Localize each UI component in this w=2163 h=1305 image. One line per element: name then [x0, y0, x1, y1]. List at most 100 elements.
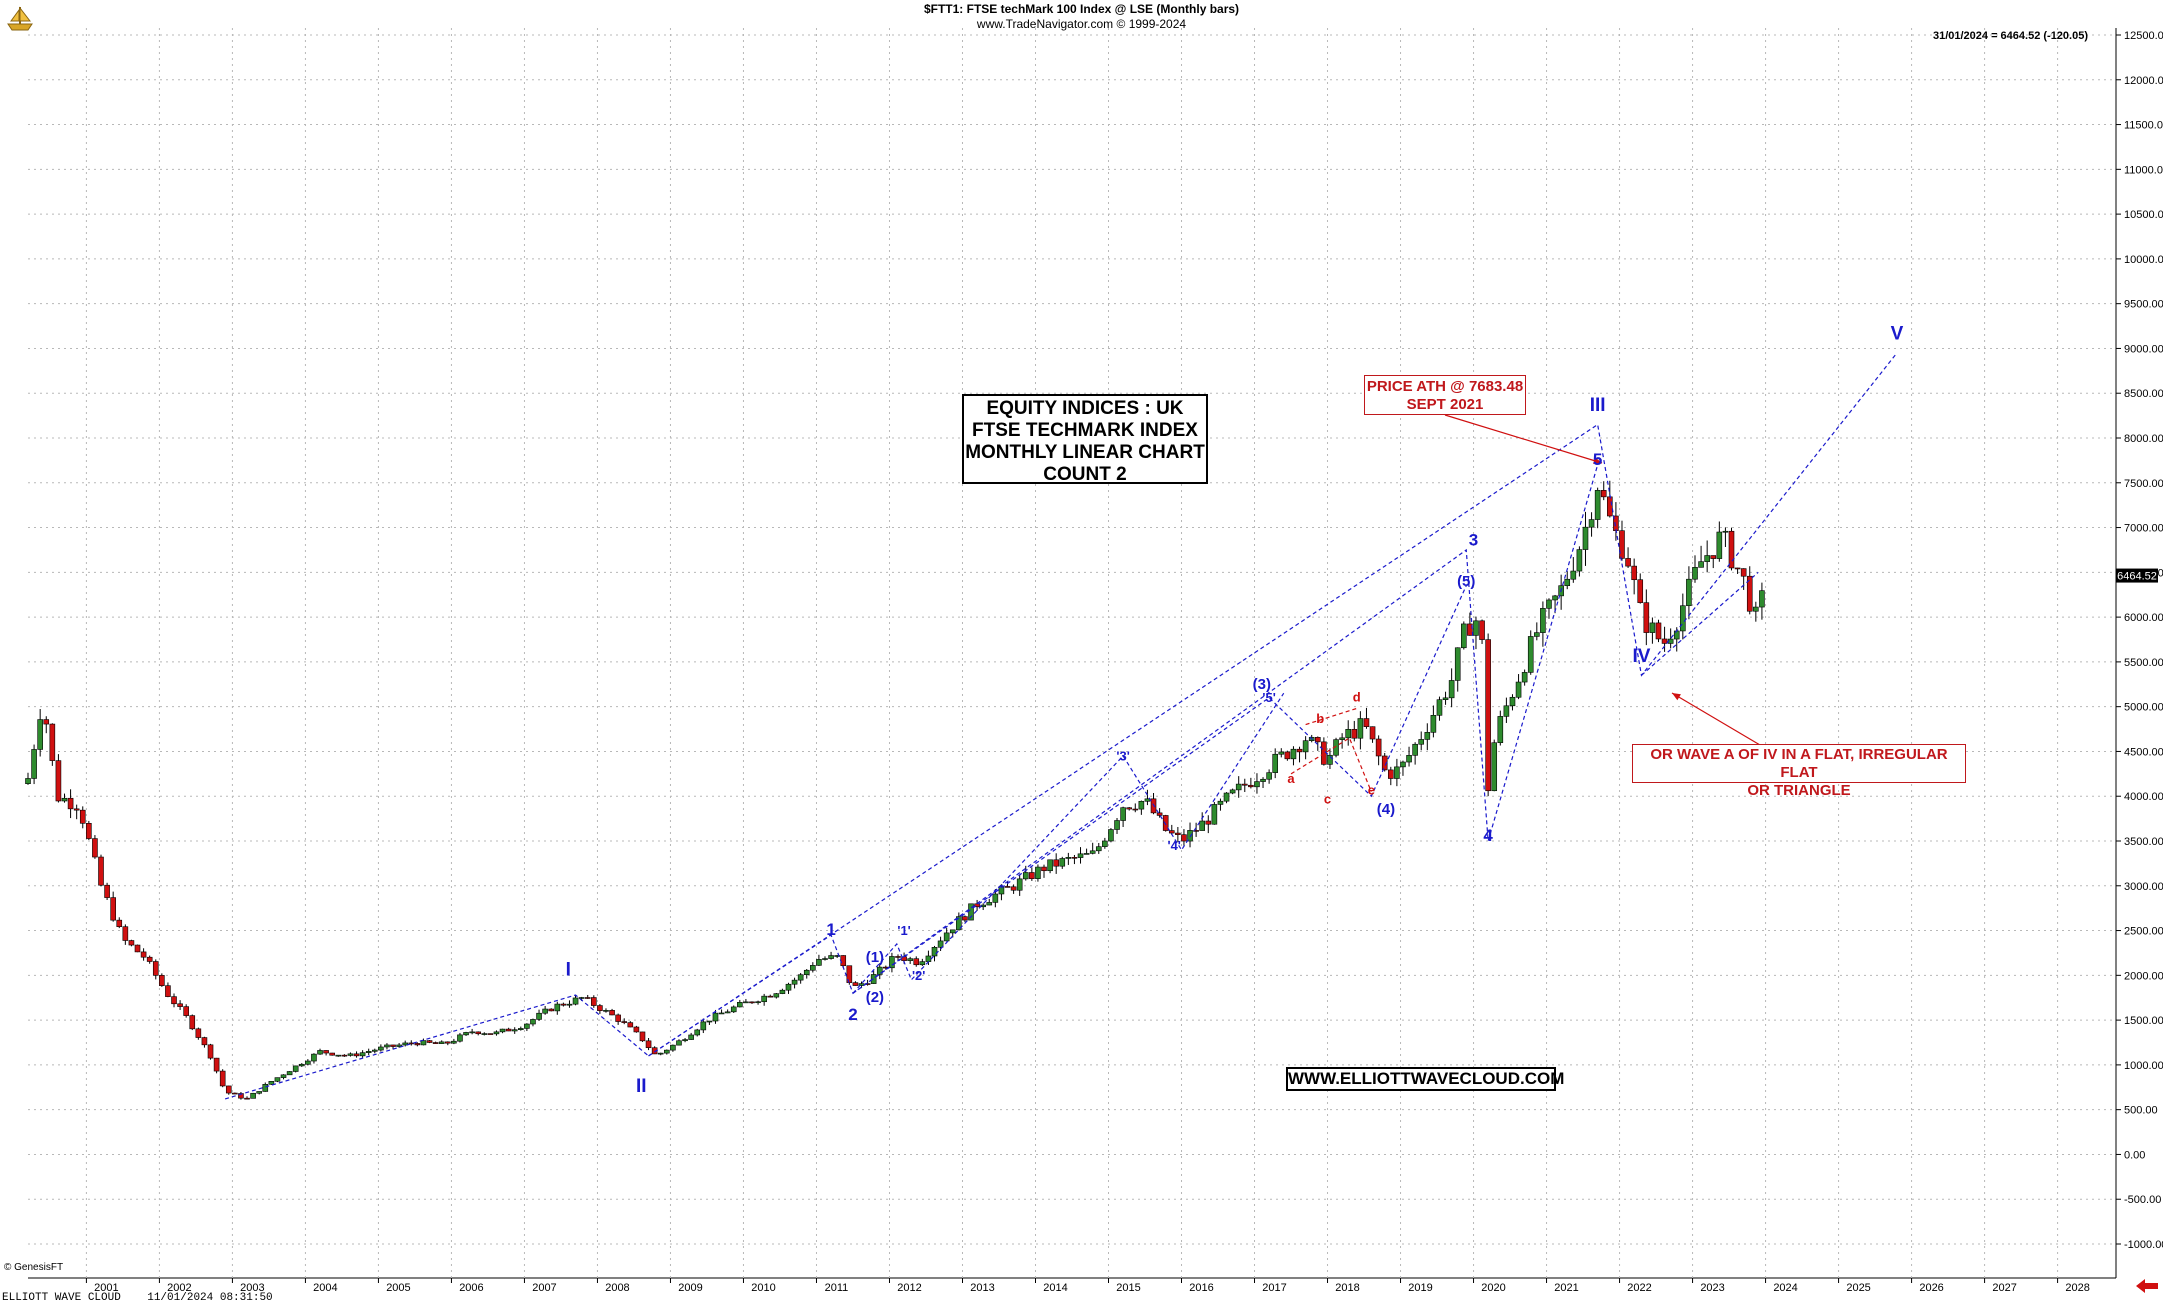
candle-body: [840, 955, 847, 967]
candle-body: [1746, 575, 1753, 612]
y-tick-label: 500.00: [2124, 1105, 2158, 1117]
candle-body: [1363, 718, 1370, 727]
candle-body: [1412, 743, 1418, 756]
y-tick-label: 10500.00: [2124, 209, 2163, 221]
candle-body: [1753, 606, 1759, 612]
candle-body: [1175, 832, 1181, 835]
candle-body: [1041, 866, 1047, 872]
ath-line-2: SEPT 2021: [1406, 396, 1484, 413]
candle-body: [1418, 739, 1425, 745]
candle-body: [1564, 578, 1571, 586]
wave-label: 2: [848, 1005, 857, 1024]
candle-body: [1527, 636, 1534, 673]
candle-body: [292, 1065, 299, 1072]
candle-body: [1132, 808, 1139, 811]
y-tick-label: 11500.00: [2124, 120, 2163, 132]
candle-body: [730, 1006, 737, 1013]
y-tick-label: 4500.00: [2124, 746, 2163, 758]
candle-body: [1600, 490, 1607, 498]
candle-body: [25, 778, 31, 784]
candle-body: [1278, 751, 1285, 755]
candle-body: [761, 995, 767, 1003]
x-tick-label: 2023: [1700, 1282, 1724, 1294]
footer-bar: ELLIOTT WAVE CLOUD 11/01/2024 08:31:50: [2, 1292, 273, 1304]
candle-body: [1637, 579, 1644, 603]
candle-body: [1619, 530, 1625, 559]
candle-body: [554, 1003, 561, 1012]
candle-body: [499, 1028, 506, 1033]
candle-body: [645, 1040, 652, 1049]
alt-count-annotation: OR WAVE A OF IV IN A FLAT, IRREGULAR FLA…: [1632, 744, 1966, 799]
candle-body: [1022, 872, 1029, 880]
y-tick-label: 1000.00: [2124, 1060, 2163, 1072]
candle-body: [1436, 699, 1443, 716]
candle-body: [1272, 753, 1279, 773]
navigator-ship-icon[interactable]: [4, 4, 36, 39]
wave-label: 1: [826, 920, 835, 939]
candle-body: [1065, 857, 1072, 859]
candle-body: [1314, 737, 1321, 743]
candle-body: [475, 1031, 482, 1035]
candle-body: [451, 1040, 457, 1044]
y-tick-label: 3000.00: [2124, 881, 2163, 893]
candle-body: [1594, 490, 1601, 520]
wave-line-abcde-upper: [1305, 707, 1357, 726]
x-tick-label: 2016: [1189, 1282, 1213, 1294]
candle-body: [1144, 798, 1151, 802]
candle-body: [432, 1042, 439, 1044]
footer-timestamp: 11/01/2024 08:31:50: [147, 1292, 273, 1304]
candle-body: [828, 955, 834, 959]
x-tick-label: 2015: [1116, 1282, 1140, 1294]
candle-body: [943, 932, 950, 942]
y-tick-label: 12500.00: [2124, 30, 2163, 42]
title-box: EQUITY INDICES : UK FTSE TECHMARK INDEX …: [962, 394, 1208, 485]
candle-body: [591, 997, 597, 1006]
candle-body: [1503, 705, 1510, 717]
candle-body: [1296, 748, 1303, 753]
candle-body: [1485, 639, 1491, 792]
y-tick-label: 0.00: [2124, 1149, 2145, 1161]
candle-body: [177, 1003, 183, 1007]
candle-body: [1430, 714, 1437, 733]
y-tick-label: 4000.00: [2124, 791, 2163, 803]
candle-body: [572, 997, 579, 1005]
candle-body: [183, 1006, 189, 1016]
x-tick-label: 2004: [313, 1282, 337, 1294]
x-tick-label: 2019: [1408, 1282, 1432, 1294]
wave-label: c: [1324, 791, 1331, 806]
candle-body: [1454, 647, 1461, 681]
x-tick-label: 2025: [1846, 1282, 1870, 1294]
candle-body: [584, 997, 591, 999]
candle-body: [1248, 784, 1254, 788]
candle-body: [122, 926, 129, 941]
title-line-2: FTSE TECHMARK INDEX: [972, 420, 1198, 441]
candle-body: [414, 1043, 421, 1046]
candle-body: [621, 1021, 628, 1023]
candle-body: [986, 902, 993, 906]
wave-label: (5): [1457, 573, 1475, 590]
candle-body: [1521, 672, 1528, 683]
candle-body: [244, 1097, 250, 1100]
candle-body: [1260, 778, 1266, 782]
candle-body: [487, 1033, 494, 1035]
candle-body: [1095, 846, 1102, 852]
x-tick-label: 2018: [1335, 1282, 1359, 1294]
candle-body: [548, 1008, 555, 1012]
candle-body: [384, 1044, 390, 1048]
y-tick-label: 12000.00: [2124, 75, 2163, 87]
wave-label: '2': [912, 968, 925, 983]
candle-body: [390, 1044, 396, 1047]
candle-body: [1692, 567, 1698, 580]
candle-body: [706, 1020, 713, 1023]
candle-body: [718, 1012, 725, 1015]
left-arrow-icon[interactable]: [2135, 1278, 2159, 1299]
candle-body: [1442, 697, 1449, 700]
candle-body: [773, 993, 780, 998]
candle-body: [219, 1070, 226, 1087]
candle-series: [25, 480, 1765, 1100]
chart-title: $FTT1: FTSE techMark 100 Index @ LSE (Mo…: [923, 2, 1240, 16]
candle-body: [298, 1063, 305, 1067]
candle-body: [1327, 754, 1333, 765]
candle-body: [816, 959, 822, 966]
candle-body: [116, 919, 123, 927]
